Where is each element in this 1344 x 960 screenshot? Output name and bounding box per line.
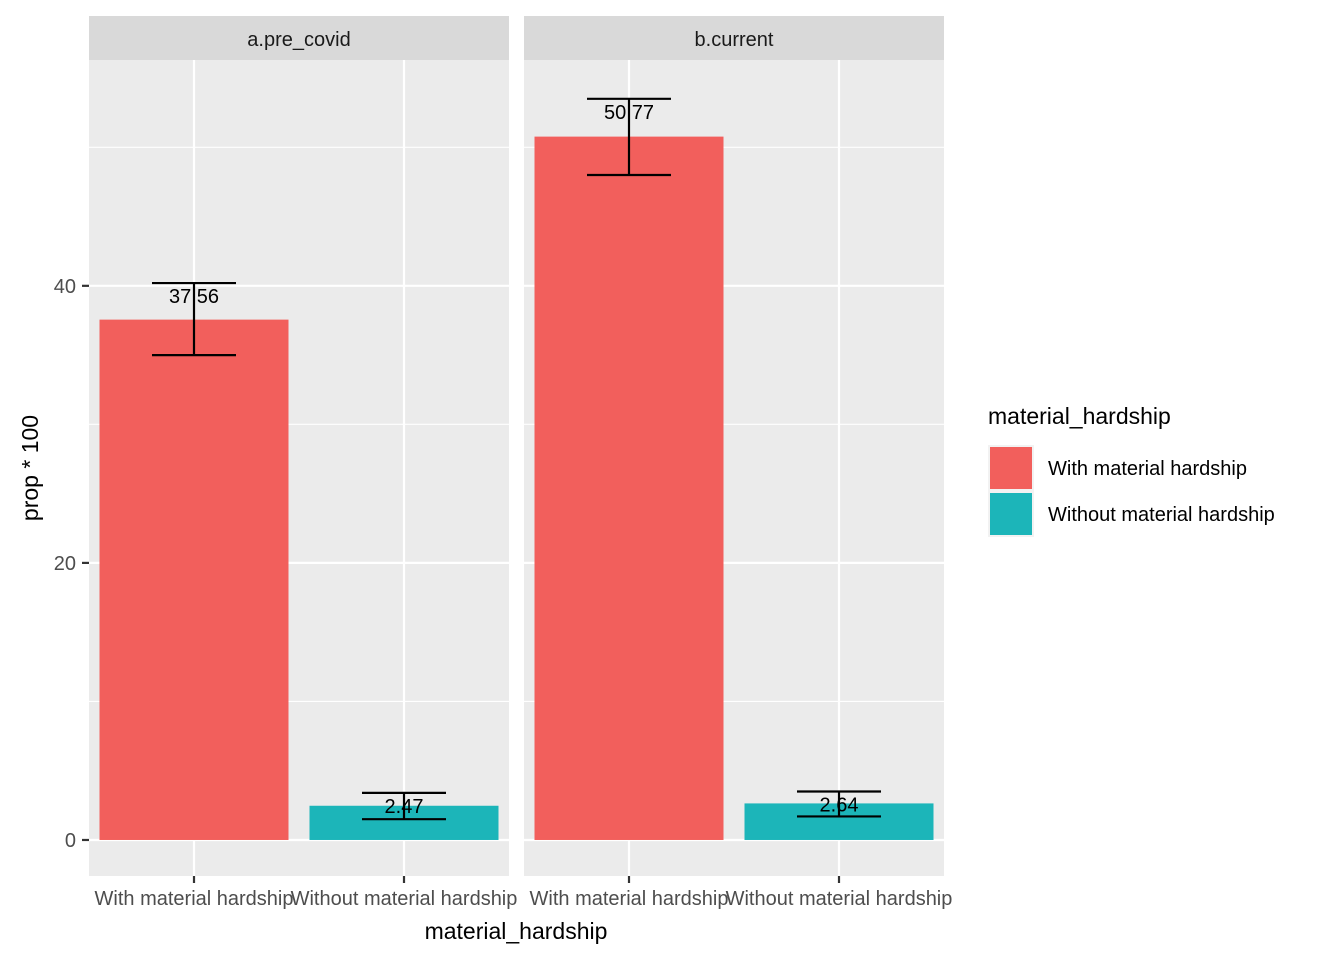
- error-bar: [362, 791, 446, 821]
- y-tick-label: 40: [54, 276, 76, 298]
- legend: material_hardship With material hardship…: [988, 403, 1275, 537]
- facet-strip: [524, 16, 944, 60]
- data-label: 50.77: [604, 102, 654, 124]
- legend-label: With material hardship: [1048, 458, 1247, 480]
- error-bar: [152, 281, 236, 357]
- error-bar: [797, 790, 881, 818]
- bar: [534, 136, 724, 840]
- facet-strip-label: b.current: [695, 29, 774, 51]
- facet-strip-label: a.pre_covid: [247, 29, 350, 51]
- facet-strip: [89, 16, 509, 60]
- data-label: 37.56: [169, 286, 219, 308]
- facet-panel: a.pre_covid 37.56 2.47 With material hardsh…: [89, 16, 517, 910]
- legend-swatch: [990, 447, 1032, 489]
- bar: [99, 319, 289, 840]
- legend-title: material_hardship: [988, 403, 1171, 429]
- x-tick-label: Without material hardship: [726, 888, 953, 910]
- x-tick-label: Without material hardship: [291, 888, 518, 910]
- legend-item: With material hardship: [988, 445, 1247, 491]
- legend-swatch: [990, 493, 1032, 535]
- legend-item: Without material hardship: [988, 491, 1275, 537]
- y-axis-title: prop * 100: [17, 415, 43, 521]
- y-tick-label: 20: [54, 553, 76, 575]
- data-label: 2.47: [385, 796, 424, 818]
- error-bar: [587, 97, 671, 177]
- data-label: 2.64: [820, 794, 859, 816]
- x-tick-label: With material hardship: [95, 888, 294, 910]
- y-tick-label: 0: [65, 830, 76, 852]
- x-axis-title: material_hardship: [425, 918, 608, 944]
- x-tick-label: With material hardship: [530, 888, 729, 910]
- legend-label: Without material hardship: [1048, 504, 1275, 526]
- facet-panel: b.current 50.77 2.64 With material hardship…: [524, 16, 952, 910]
